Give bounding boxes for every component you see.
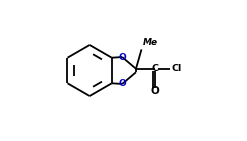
- Text: Cl: Cl: [172, 64, 182, 73]
- Text: O: O: [118, 80, 126, 88]
- Text: Me: Me: [143, 38, 158, 47]
- Text: C: C: [151, 64, 158, 73]
- Text: O: O: [118, 53, 126, 61]
- Text: O: O: [150, 86, 159, 96]
